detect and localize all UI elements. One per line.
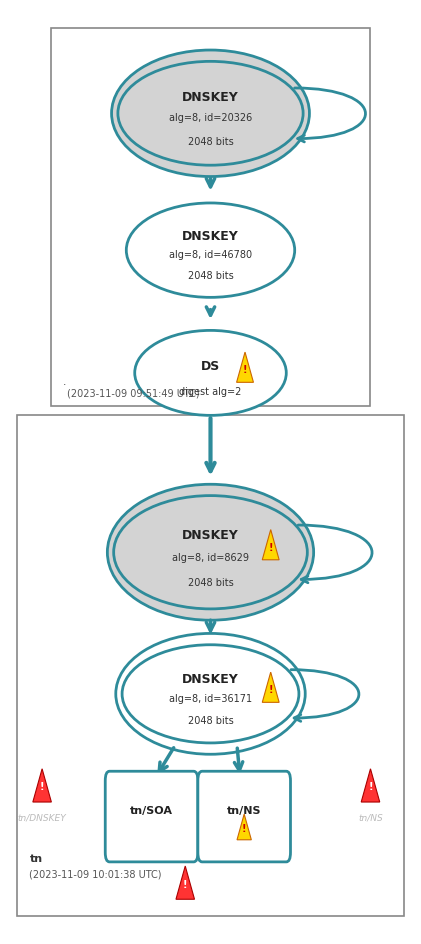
- Ellipse shape: [118, 61, 303, 165]
- Text: tn/DNSKEY: tn/DNSKEY: [18, 814, 67, 823]
- Text: !: !: [368, 783, 373, 792]
- Polygon shape: [262, 530, 279, 560]
- Text: !: !: [269, 543, 273, 552]
- Text: tn/NS: tn/NS: [227, 806, 261, 817]
- Text: digest alg=2: digest alg=2: [179, 387, 242, 397]
- Polygon shape: [176, 866, 195, 900]
- Polygon shape: [237, 352, 253, 382]
- Text: alg=8, id=8629: alg=8, id=8629: [172, 553, 249, 563]
- Text: !: !: [183, 880, 187, 889]
- Text: !: !: [40, 783, 44, 792]
- FancyArrowPatch shape: [295, 88, 365, 142]
- Ellipse shape: [135, 330, 286, 415]
- Text: alg=8, id=46780: alg=8, id=46780: [169, 250, 252, 260]
- Text: !: !: [269, 685, 273, 695]
- FancyBboxPatch shape: [17, 415, 404, 916]
- FancyArrowPatch shape: [291, 669, 359, 721]
- Text: DNSKEY: DNSKEY: [182, 673, 239, 685]
- Polygon shape: [262, 672, 279, 702]
- FancyBboxPatch shape: [198, 771, 290, 862]
- Ellipse shape: [107, 484, 314, 620]
- Ellipse shape: [112, 50, 309, 177]
- Text: tn: tn: [29, 853, 43, 864]
- Text: !: !: [242, 824, 246, 834]
- Text: !: !: [243, 365, 247, 375]
- Text: tn/NS: tn/NS: [358, 814, 383, 823]
- Text: 2048 bits: 2048 bits: [188, 579, 233, 588]
- Text: DS: DS: [201, 360, 220, 373]
- Text: alg=8, id=36171: alg=8, id=36171: [169, 694, 252, 703]
- Text: (2023-11-09 10:01:38 UTC): (2023-11-09 10:01:38 UTC): [29, 869, 162, 880]
- Ellipse shape: [122, 645, 299, 743]
- Polygon shape: [237, 814, 251, 840]
- Ellipse shape: [126, 203, 295, 297]
- Text: 2048 bits: 2048 bits: [188, 137, 233, 147]
- Text: tn/SOA: tn/SOA: [130, 806, 173, 817]
- Text: 2048 bits: 2048 bits: [188, 271, 233, 281]
- Text: .: .: [63, 377, 67, 387]
- Text: DNSKEY: DNSKEY: [182, 529, 239, 542]
- Polygon shape: [361, 768, 380, 802]
- Polygon shape: [33, 768, 51, 802]
- Text: DNSKEY: DNSKEY: [182, 92, 239, 104]
- FancyArrowPatch shape: [298, 525, 372, 582]
- Text: (2023-11-09 09:51:49 UTC): (2023-11-09 09:51:49 UTC): [67, 388, 200, 398]
- Ellipse shape: [114, 496, 307, 609]
- FancyBboxPatch shape: [51, 28, 370, 406]
- Text: 2048 bits: 2048 bits: [188, 716, 233, 726]
- Ellipse shape: [116, 633, 305, 754]
- FancyBboxPatch shape: [105, 771, 198, 862]
- Text: DNSKEY: DNSKEY: [182, 229, 239, 243]
- Text: alg=8, id=20326: alg=8, id=20326: [169, 113, 252, 124]
